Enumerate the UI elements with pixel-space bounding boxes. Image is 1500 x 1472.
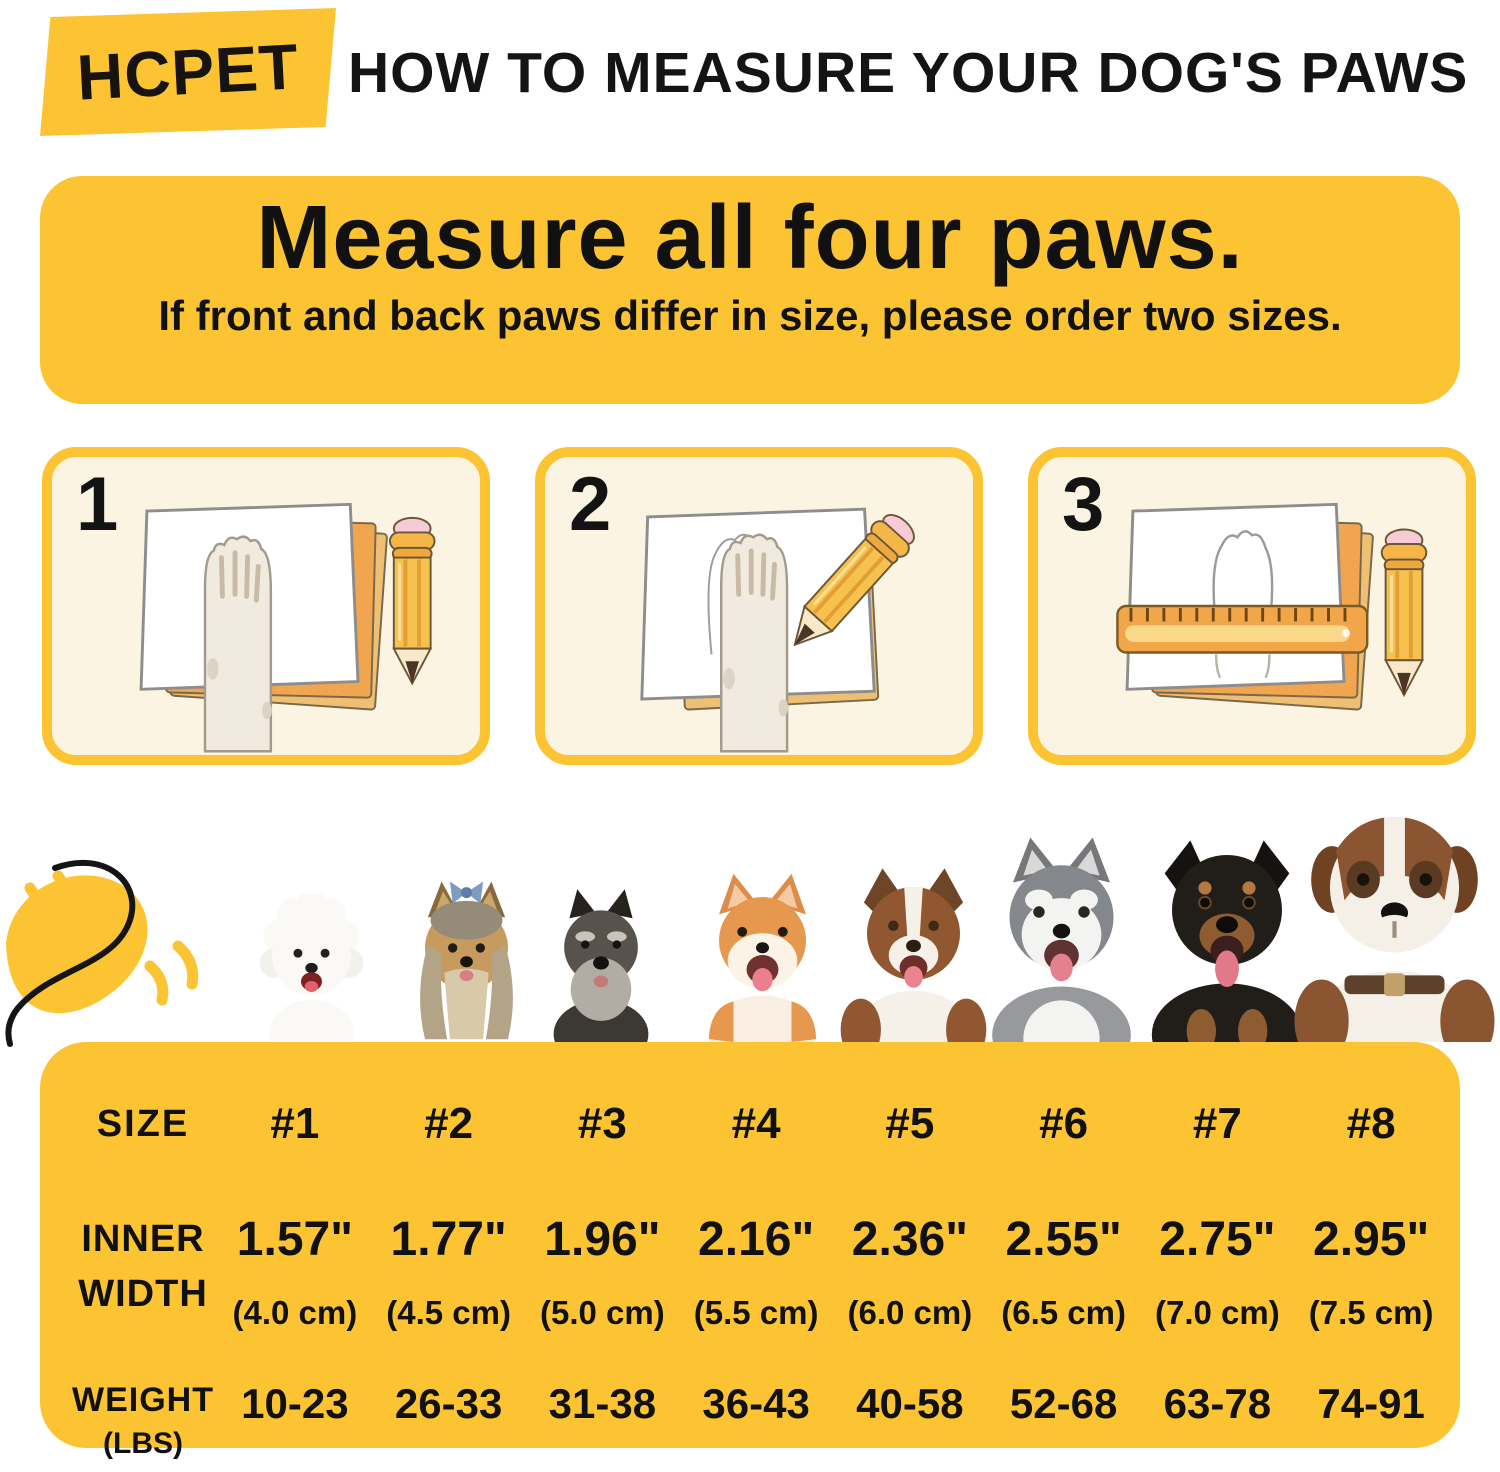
size-value-5: #5 xyxy=(885,1099,935,1148)
banner-subheadline: If front and back paws differ in size, p… xyxy=(158,291,1342,339)
brand-logo: HCPET xyxy=(40,8,336,136)
weight-value-8: 74-91 xyxy=(1317,1380,1425,1427)
pencil-icon xyxy=(388,516,436,686)
inner-width-cell-1: 1.57" (4.0 cm) xyxy=(232,1213,358,1331)
size-value-8: #8 xyxy=(1346,1099,1396,1148)
paw-swoosh-decoration xyxy=(5,859,199,1047)
inner-width-cell-4: 2.16" (5.5 cm) xyxy=(693,1213,819,1331)
size-value-7: #7 xyxy=(1192,1099,1242,1148)
weight-value-1: 10-23 xyxy=(241,1380,349,1427)
trace-paw-illustration xyxy=(640,507,915,753)
weight-value-2: 26-33 xyxy=(394,1380,503,1427)
inner-width-cell-7: 2.75" (7.0 cm) xyxy=(1155,1213,1280,1331)
size-value-3: #3 xyxy=(577,1099,627,1148)
pencil-icon xyxy=(793,513,915,647)
dog-photo-bichon-frise xyxy=(259,894,364,1042)
paw-on-paper-illustration xyxy=(139,502,436,753)
size-chart-table: SIZE #1 #2 #3 #4 #5 #6 #7 #8 INNER WIDTH… xyxy=(40,1042,1460,1460)
size-row: SIZE #1 #2 #3 #4 #5 #6 #7 #8 xyxy=(68,1092,1448,1156)
dog-paw-icon xyxy=(203,535,273,753)
inner-width-cell-6: 2.55" (6.5 cm) xyxy=(1001,1213,1126,1331)
page-title: HOW TO MEASURE YOUR DOG'S PAWS xyxy=(348,41,1469,105)
step-1-number: 1 xyxy=(76,462,119,547)
weight-label-line2: (LBS) xyxy=(103,1427,183,1460)
dog-photo-saint-bernard xyxy=(1294,817,1495,1042)
step-3-card: 3 xyxy=(1028,447,1476,765)
measure-with-ruler-illustration xyxy=(1116,502,1428,711)
inner-width-row: INNER WIDTH 1.57" (4.0 cm) 1.77" (4.5 cm) … xyxy=(68,1212,1448,1332)
inner-width-row-label: INNER WIDTH xyxy=(68,1212,218,1332)
paper-sheet xyxy=(1125,502,1346,691)
traced-outline xyxy=(1212,530,1274,607)
step-3-number: 3 xyxy=(1062,462,1105,547)
banner-headline: Measure all four paws. xyxy=(256,188,1244,288)
dog-photo-shiba-inu xyxy=(708,873,817,1042)
inner-width-cell-3: 1.96" (5.0 cm) xyxy=(540,1213,665,1331)
weight-row: WEIGHT (LBS) 10-23 26-33 31-38 36-43 40-… xyxy=(68,1372,1448,1460)
inner-width-label-line1: INNER xyxy=(81,1218,205,1260)
step-1-card: 1 xyxy=(42,447,490,765)
weight-value-4: 36-43 xyxy=(702,1380,810,1427)
weight-value-6: 52-68 xyxy=(1009,1380,1118,1427)
dog-breed-photo-row xyxy=(0,770,1500,1042)
step-2-number: 2 xyxy=(569,462,612,547)
dog-photo-australian-shepherd xyxy=(840,868,987,1042)
dog-photo-yorkshire-terrier xyxy=(420,881,513,1040)
size-row-label: SIZE xyxy=(96,1102,190,1145)
headline-banner: Measure all four paws. If front and back… xyxy=(40,176,1460,404)
step-2-card: 2 xyxy=(535,447,983,765)
weight-label-line1: WEIGHT xyxy=(72,1381,214,1419)
size-value-4: #4 xyxy=(731,1099,781,1148)
weight-row-label: WEIGHT (LBS) xyxy=(68,1372,218,1460)
inner-width-label-line2: WIDTH xyxy=(78,1273,208,1315)
pencil-icon xyxy=(1380,528,1428,698)
weight-value-7: 63-78 xyxy=(1163,1380,1272,1427)
dog-photo-rottweiler xyxy=(1151,840,1303,1042)
dog-paw-icon xyxy=(720,533,789,753)
inner-width-cell-5: 2.36" (6.0 cm) xyxy=(847,1213,973,1331)
size-value-1: #1 xyxy=(270,1099,320,1148)
weight-value-3: 31-38 xyxy=(548,1380,657,1427)
dog-photo-miniature-schnauzer xyxy=(553,889,649,1042)
size-value-6: #6 xyxy=(1039,1099,1089,1148)
dog-photo-alaskan-malamute xyxy=(992,837,1131,1042)
inner-width-cell-8: 2.95" (7.5 cm) xyxy=(1308,1213,1434,1331)
brand-logo-text: HCPET xyxy=(75,30,301,114)
ruler-icon xyxy=(1116,604,1369,654)
weight-value-5: 40-58 xyxy=(856,1380,964,1427)
inner-width-cell-2: 1.77" (4.5 cm) xyxy=(386,1213,511,1331)
size-value-2: #2 xyxy=(424,1099,474,1148)
